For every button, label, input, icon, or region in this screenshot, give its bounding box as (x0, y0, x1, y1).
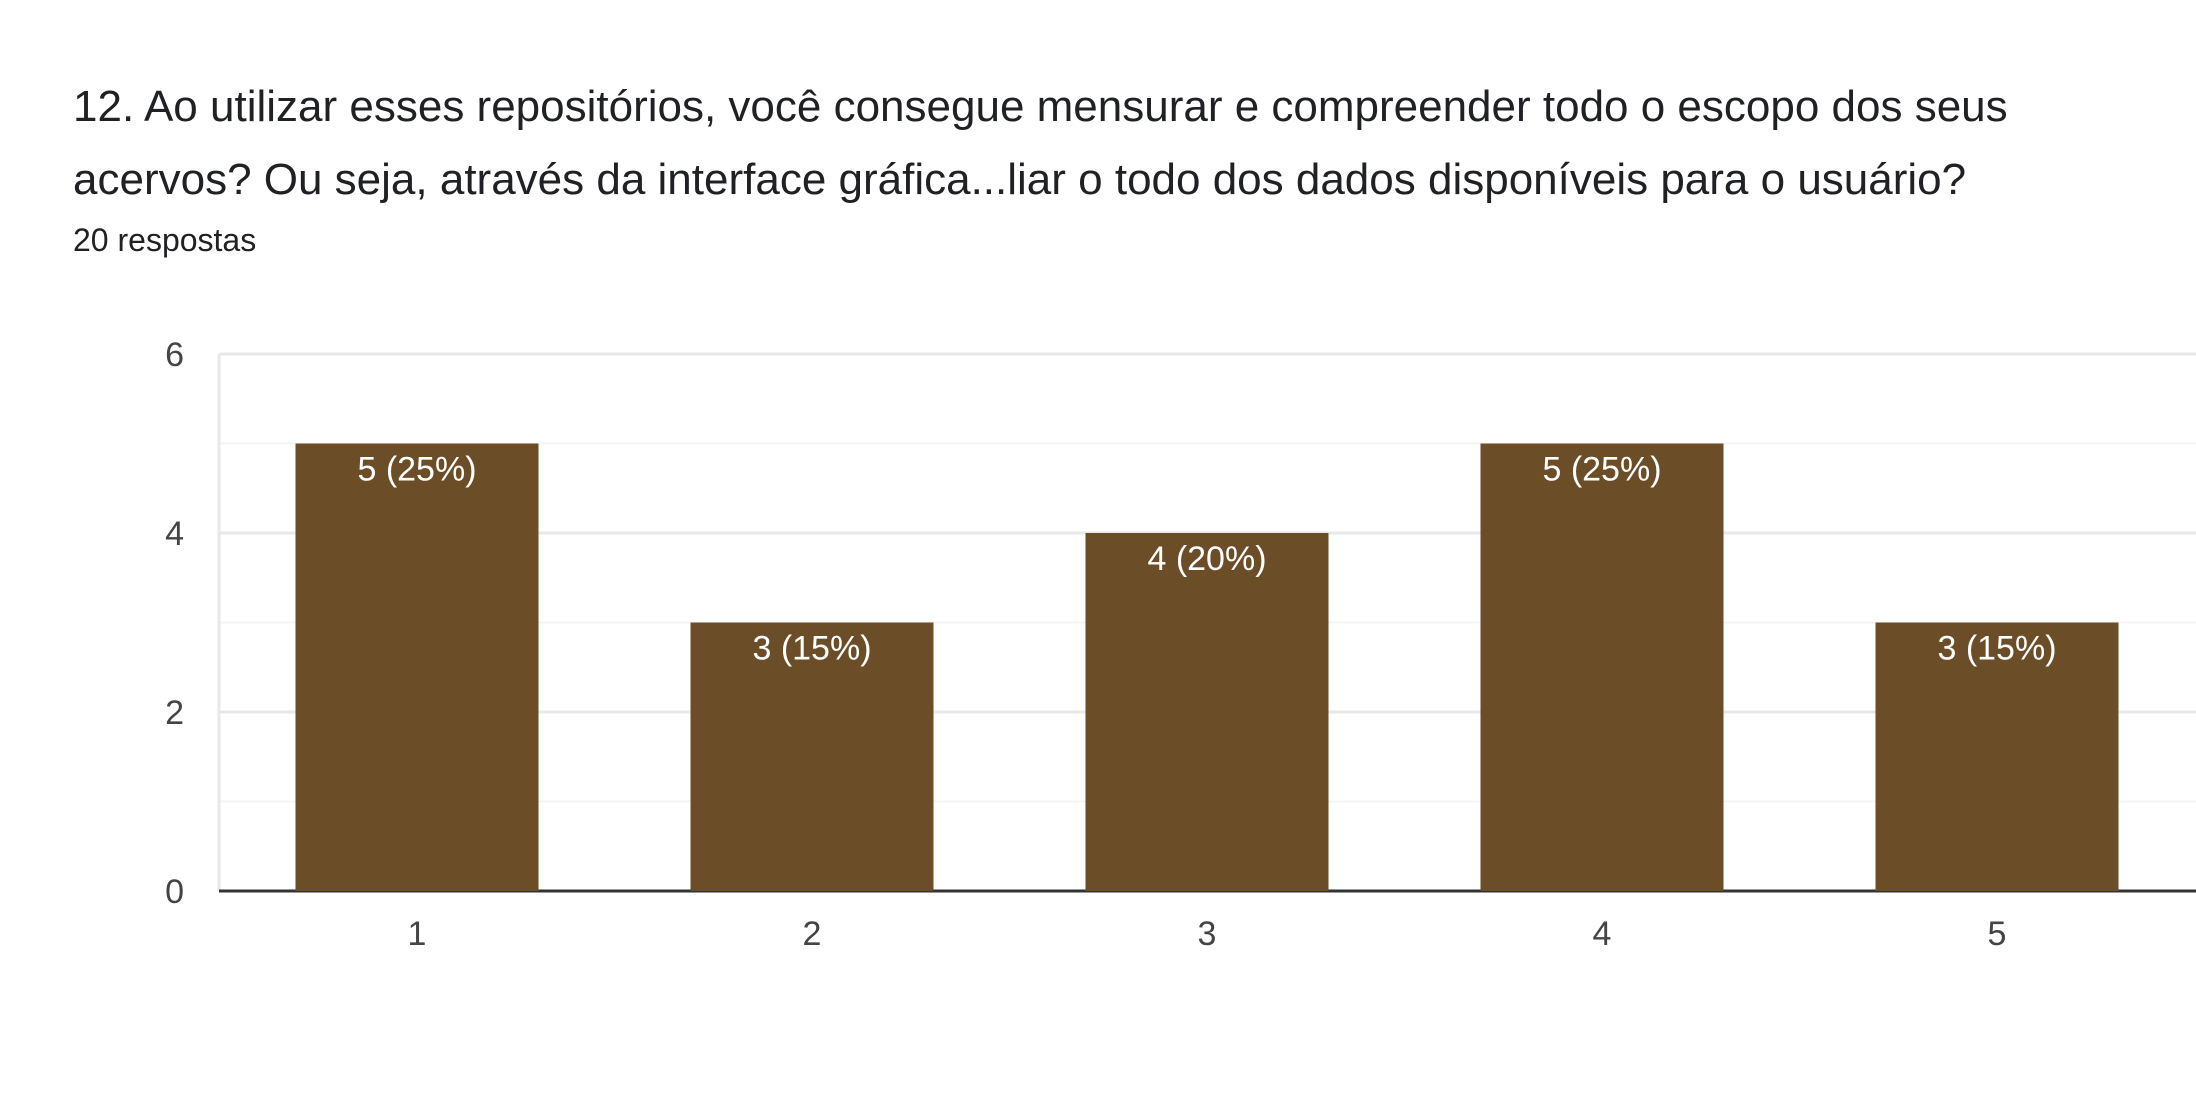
data-labels: 5 (25%) 3 (15%) 4 (20%) 5 (25%) 3 (15%) (357, 451, 2056, 668)
bar-label-5: 3 (15%) (1937, 630, 2056, 668)
x-tick-label: 5 (1988, 915, 2007, 953)
y-tick-label: 6 (165, 336, 184, 374)
x-tick-label: 1 (408, 915, 427, 953)
bar-label-2: 3 (15%) (752, 630, 871, 668)
bar-4 (1480, 443, 1724, 891)
response-count: 20 respostas (73, 222, 257, 258)
bar-2 (690, 622, 934, 891)
bar-3 (1085, 533, 1329, 891)
question-header: 12. Ao utilizar esses repositórios, você… (73, 70, 2153, 260)
y-tick-label: 2 (165, 694, 184, 732)
bar-label-4: 5 (25%) (1542, 451, 1661, 489)
bar-1 (295, 443, 539, 891)
question-title: 12. Ao utilizar esses repositórios, você… (73, 82, 2008, 204)
bar-label-3: 4 (20%) (1147, 540, 1266, 578)
bar-label-1: 5 (25%) (357, 451, 476, 489)
x-tick-label: 4 (1593, 915, 1612, 953)
x-tick-label: 3 (1198, 915, 1217, 953)
y-tick-label: 4 (165, 515, 184, 553)
bar-5 (1875, 622, 2119, 891)
x-tick-label: 2 (803, 915, 822, 953)
bars (295, 443, 2119, 891)
y-tick-label: 0 (165, 873, 184, 911)
x-axis-ticks: 1 2 3 4 5 (408, 915, 2007, 953)
y-axis-ticks: 0 2 4 6 (165, 336, 184, 911)
